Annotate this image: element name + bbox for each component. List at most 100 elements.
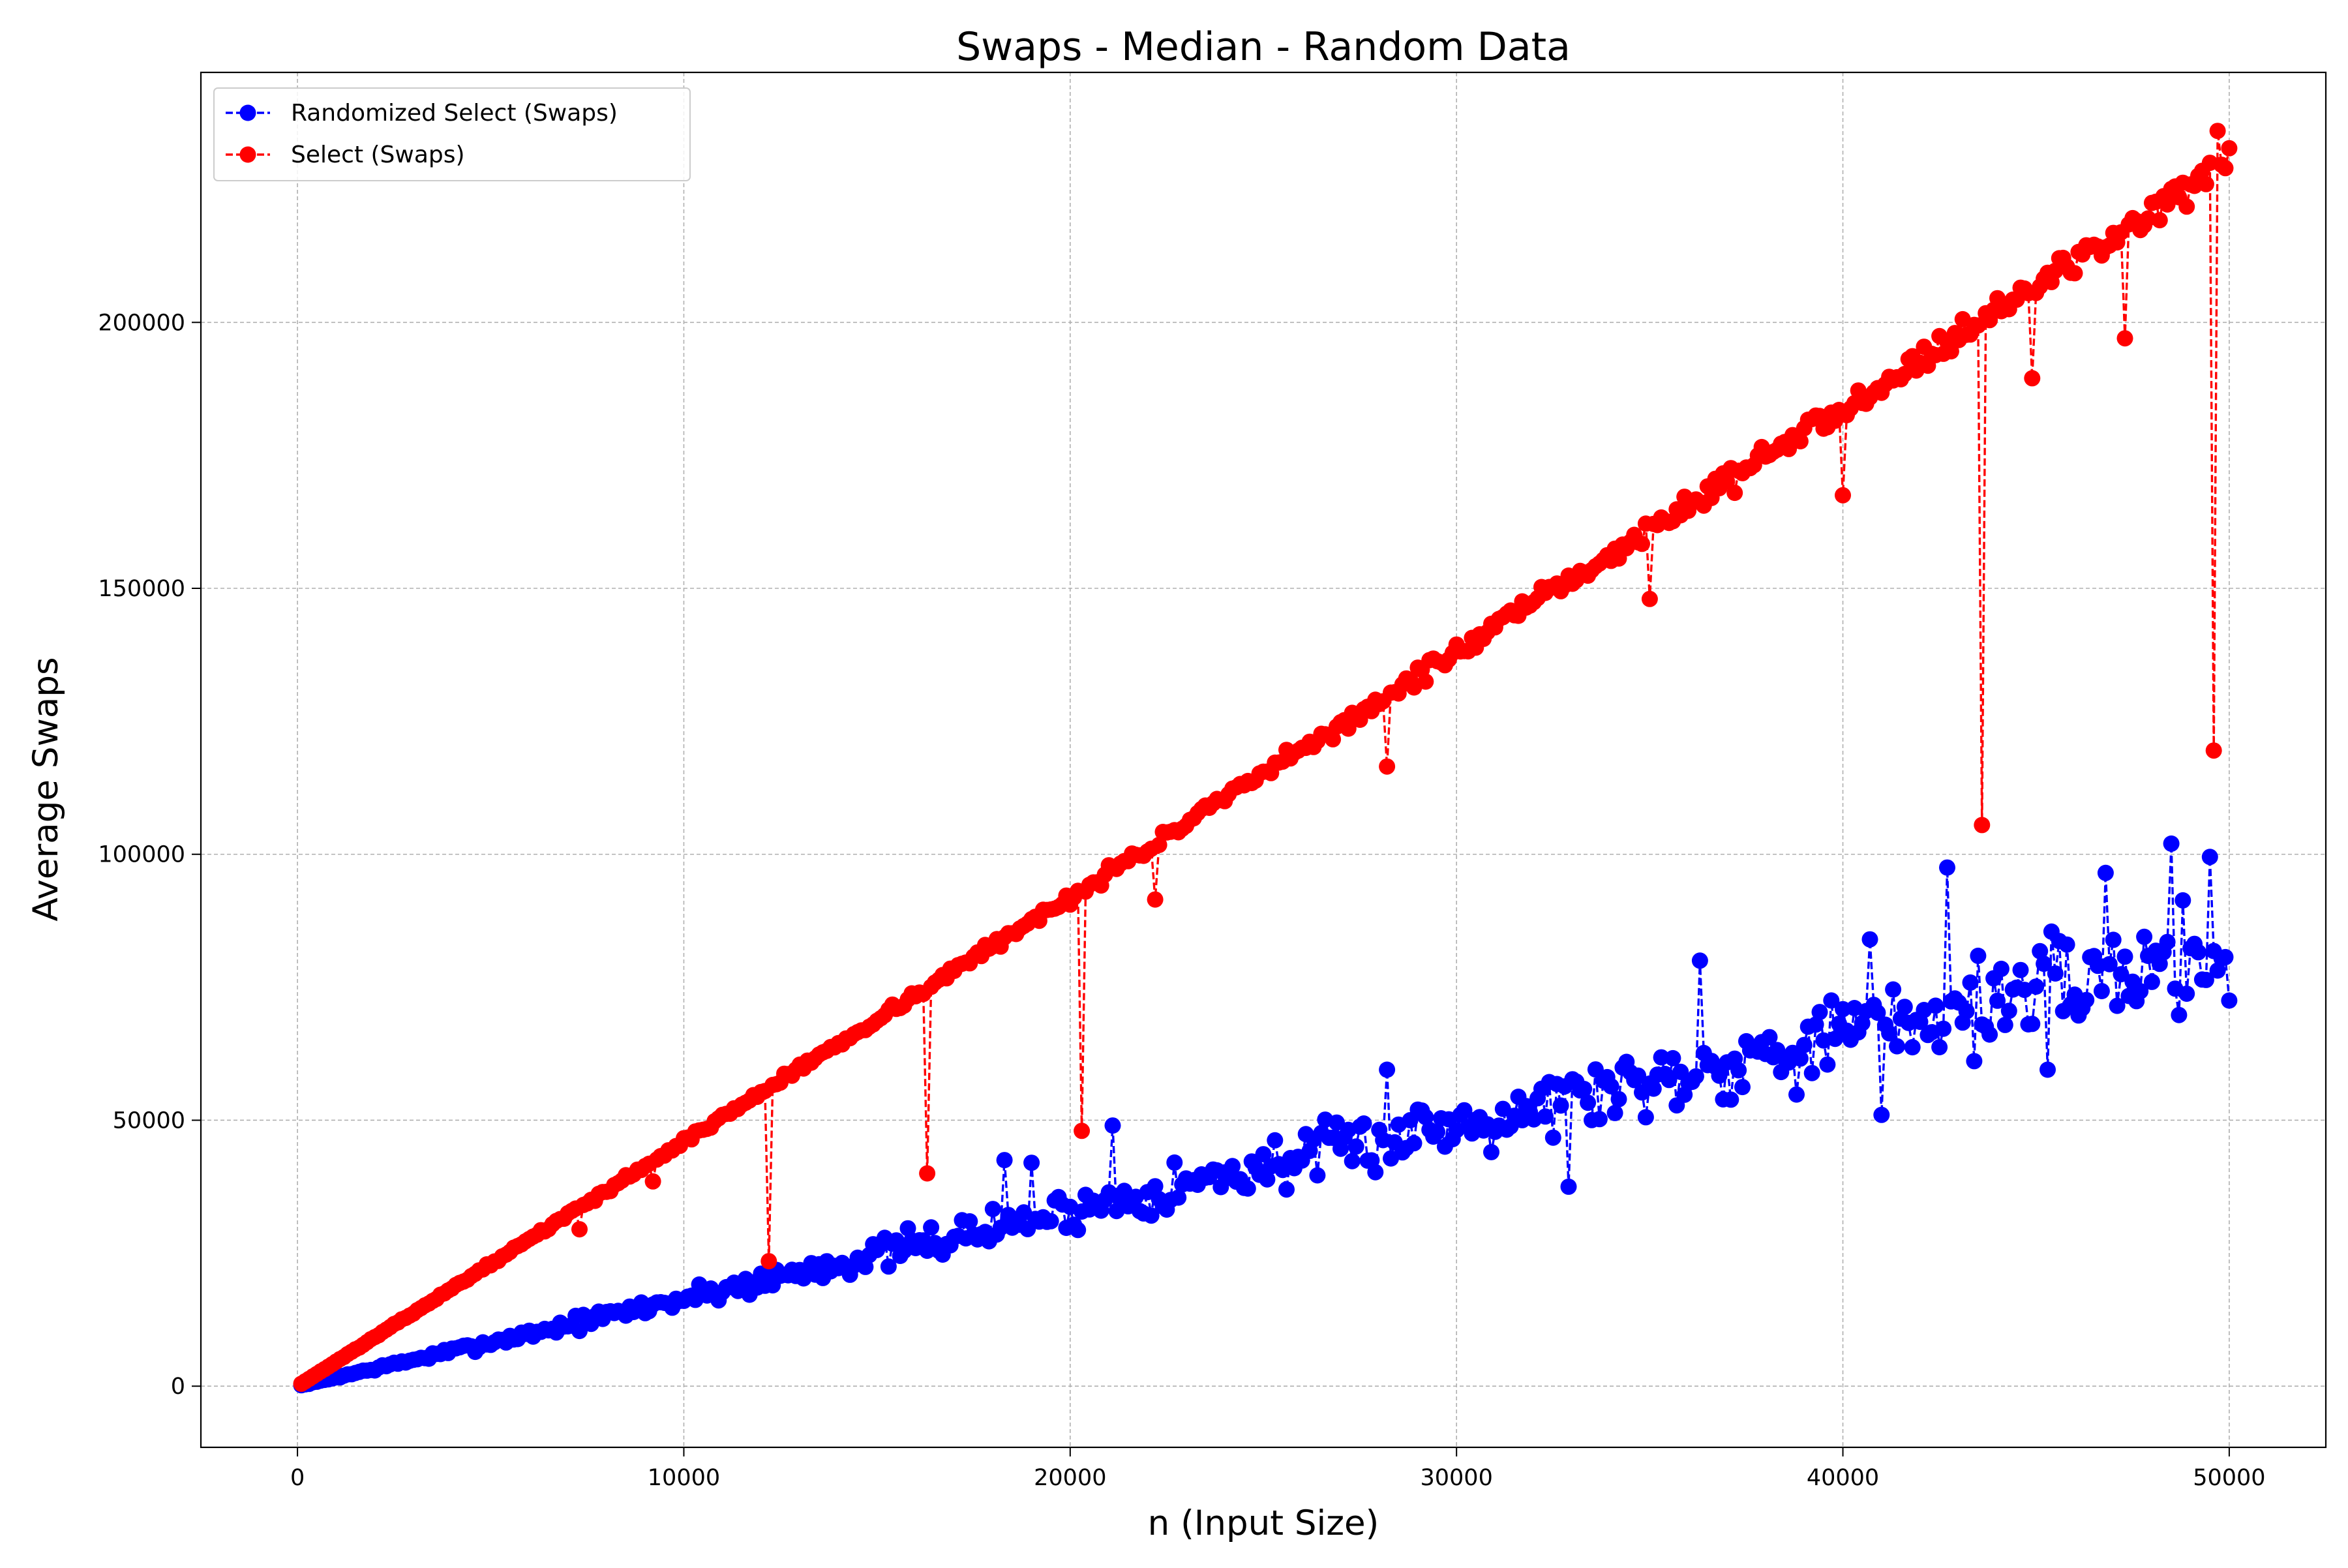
- data-point: [2151, 212, 2168, 229]
- data-point: [1406, 1135, 1422, 1152]
- data-point: [992, 1219, 1009, 1236]
- data-point: [2190, 944, 2206, 961]
- data-point: [1869, 1004, 1886, 1021]
- data-point: [1630, 1067, 1647, 1084]
- data-point: [1653, 1049, 1670, 1066]
- data-point: [1456, 1102, 1473, 1119]
- data-point: [1811, 1004, 1828, 1021]
- plot-frame: [200, 71, 2327, 1449]
- legend: Randomized Select (Swaps) Select (Swaps): [213, 87, 691, 181]
- data-point: [1993, 960, 2009, 977]
- y-tick-label: 200000: [98, 310, 185, 336]
- x-tick-label: 30000: [1421, 1465, 1493, 1491]
- data-point: [1309, 1167, 1326, 1184]
- data-point: [1664, 1049, 1681, 1066]
- data-point: [1730, 1062, 1747, 1079]
- data-point: [644, 1173, 661, 1190]
- data-point: [1325, 731, 1342, 747]
- data-point: [1792, 1050, 1809, 1067]
- data-point: [2109, 997, 2126, 1014]
- data-point: [1807, 1016, 1824, 1033]
- data-point: [1580, 1094, 1597, 1111]
- data-point: [1974, 817, 1991, 834]
- data-point: [1881, 1025, 1898, 1042]
- data-point: [2093, 983, 2110, 999]
- data-point: [880, 1258, 897, 1275]
- data-point: [2209, 123, 2226, 140]
- data-point: [1379, 1061, 1396, 1078]
- data-point: [1788, 1086, 1805, 1103]
- data-point: [2175, 892, 2191, 909]
- data-point: [2197, 175, 2214, 192]
- data-point: [1576, 1081, 1593, 1097]
- data-point: [1889, 1038, 1905, 1055]
- data-point: [2012, 961, 2029, 978]
- data-point: [1170, 1189, 1187, 1206]
- data-point: [1641, 590, 1658, 607]
- data-point: [1803, 1064, 1820, 1081]
- data-point: [1873, 1106, 1890, 1123]
- data-point: [2032, 942, 2049, 959]
- data-point: [1645, 1080, 1662, 1097]
- data-point: [1610, 1091, 1627, 1108]
- data-point: [923, 1219, 940, 1236]
- data-point: [1560, 1178, 1577, 1195]
- data-point: [984, 1201, 1001, 1218]
- data-point: [1591, 1111, 1608, 1128]
- data-point: [2116, 948, 2133, 965]
- data-point: [2201, 849, 2218, 866]
- legend-label: Randomized Select (Swaps): [291, 100, 618, 127]
- data-point: [1935, 1020, 1952, 1037]
- data-point: [996, 1152, 1013, 1169]
- data-point: [1166, 1154, 1183, 1171]
- data-point: [1931, 1039, 1948, 1055]
- data-point: [1989, 992, 2006, 1009]
- data-point: [1143, 1207, 1160, 1224]
- data-point: [2178, 986, 2195, 1002]
- data-point: [1996, 1016, 2013, 1033]
- data-point: [1796, 1036, 1813, 1053]
- data-point: [2113, 966, 2130, 983]
- legend-box: [213, 87, 691, 181]
- data-point: [919, 1165, 936, 1182]
- y-tick-label: 50000: [113, 1108, 185, 1134]
- data-point: [1147, 1178, 1164, 1195]
- x-tick-label: 40000: [1807, 1465, 1879, 1491]
- data-point: [2024, 1016, 2041, 1033]
- data-point: [1827, 1031, 1844, 1048]
- x-tick-label: 0: [290, 1465, 305, 1491]
- data-point: [2066, 265, 2083, 282]
- data-point: [1367, 1164, 1384, 1181]
- data-point: [2221, 992, 2238, 1009]
- data-point: [1711, 1067, 1728, 1084]
- data-point: [1224, 1158, 1241, 1175]
- data-point: [1329, 1114, 1345, 1131]
- y-tick-label: 0: [171, 1374, 185, 1400]
- data-point: [1544, 1129, 1561, 1146]
- y-tick-label: 150000: [98, 576, 185, 602]
- data-point: [1981, 1026, 1998, 1043]
- data-point: [1278, 1181, 1295, 1198]
- data-point: [2105, 931, 2122, 948]
- data-point: [1904, 1039, 1921, 1056]
- data-point: [1835, 487, 1851, 504]
- data-point: [1552, 1097, 1569, 1114]
- data-point: [2047, 965, 2064, 982]
- data-point: [1483, 1143, 1499, 1160]
- y-tick-label: 100000: [98, 842, 185, 868]
- data-point: [2058, 936, 2075, 953]
- data-point: [2078, 991, 2095, 1008]
- data-point: [1417, 1109, 1434, 1126]
- x-tick-label: 20000: [1034, 1465, 1106, 1491]
- data-point: [1723, 1091, 1739, 1108]
- data-point: [1781, 440, 1798, 457]
- x-axis-label: n (Input Size): [1148, 1503, 1379, 1543]
- data-point: [2028, 978, 2045, 995]
- data-point: [1885, 981, 1902, 998]
- series-0: [293, 835, 2238, 1394]
- chart-title: Swaps - Median - Random Data: [956, 24, 1571, 70]
- data-point: [571, 1221, 588, 1238]
- data-point: [1100, 1184, 1117, 1201]
- data-point: [1417, 673, 1434, 690]
